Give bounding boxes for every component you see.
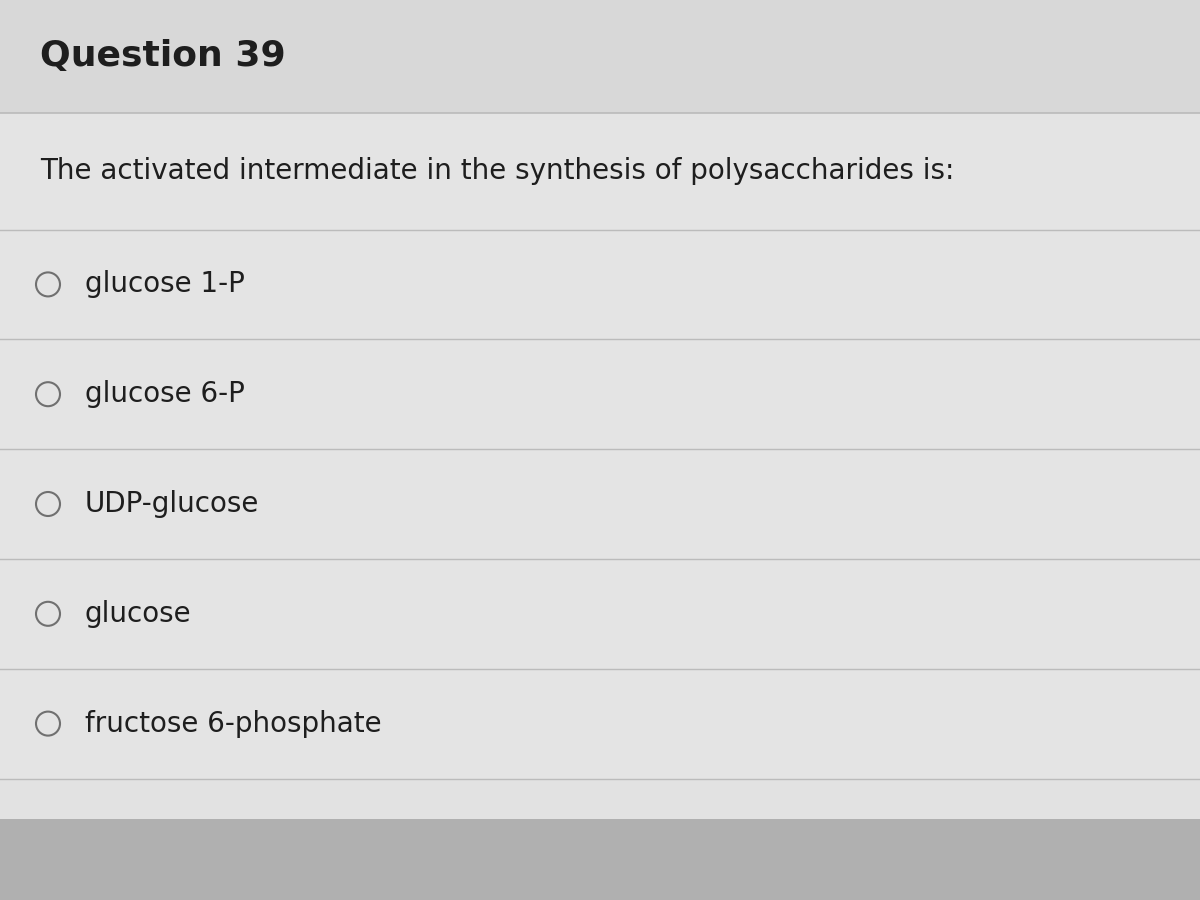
Bar — [0, 230, 1200, 339]
Text: fructose 6-phosphate: fructose 6-phosphate — [85, 709, 382, 738]
Bar — [0, 669, 1200, 778]
Bar — [0, 112, 1200, 230]
Bar — [0, 819, 1200, 900]
Text: glucose: glucose — [85, 599, 192, 628]
Text: The activated intermediate in the synthesis of polysaccharides is:: The activated intermediate in the synthe… — [40, 157, 954, 185]
Text: glucose 6-P: glucose 6-P — [85, 380, 245, 409]
Bar — [0, 339, 1200, 449]
Bar — [0, 449, 1200, 559]
Text: glucose 1-P: glucose 1-P — [85, 270, 245, 299]
Text: UDP-glucose: UDP-glucose — [85, 490, 259, 518]
Bar — [0, 0, 1200, 112]
Bar — [0, 559, 1200, 669]
Text: Question 39: Question 39 — [40, 40, 286, 73]
